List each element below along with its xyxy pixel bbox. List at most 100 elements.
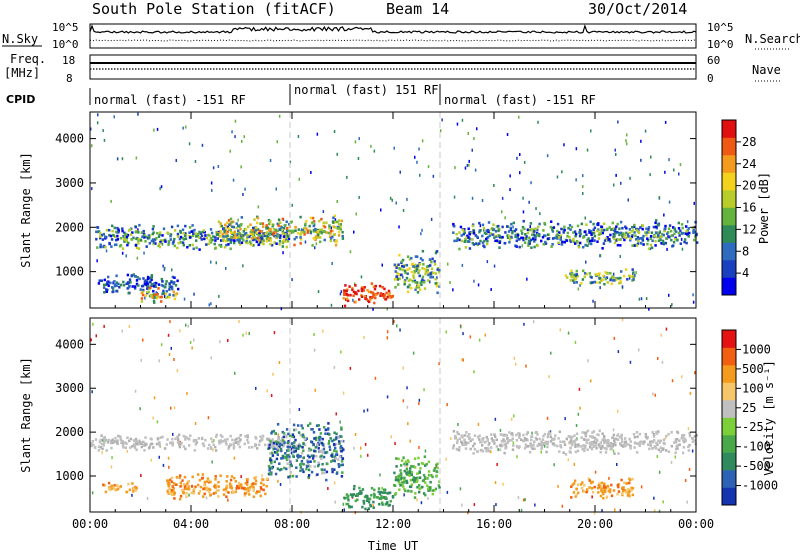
echo-cell [502,482,504,486]
echo-cell [590,487,594,490]
echo-cell [264,492,267,496]
y-tick-label: 4000 [55,132,84,146]
echo-cell [350,505,353,509]
echo-cell [251,445,254,449]
echo-cell [586,239,589,243]
echo-cell [619,255,621,258]
echo-cell [414,269,418,273]
echo-cell [389,499,392,503]
echo-cell [398,267,401,270]
echo-cell [207,479,210,482]
echo-cell [99,245,102,249]
echo-cell [211,460,213,464]
echo-cell [510,417,513,421]
echo-cell [409,278,412,281]
echo-cell [222,493,226,496]
echo-cell [507,230,511,233]
echo-cell [604,451,608,454]
echo-cell [410,470,414,474]
echo-cell [428,489,432,492]
echo-cell [229,443,232,446]
echo-cell [583,438,586,442]
echo-cell [518,436,521,439]
echo-cell [472,229,476,233]
echo-cell [247,441,250,444]
echo-cell [167,488,170,492]
echo-cell [330,460,333,463]
echo-cell [574,443,577,447]
echo-cell [223,231,226,234]
echo-cell [115,274,118,278]
echo-cell [183,234,187,238]
echo-cell [567,435,570,438]
echo-cell [467,227,470,231]
echo-cell [583,272,587,275]
echo-cell [161,280,164,283]
echo-cell [319,432,323,435]
colorbar-tick-label: 12 [742,222,756,236]
echo-cell [311,216,315,220]
echo-cell [602,492,605,496]
echo-cell [214,478,217,481]
echo-cell [505,442,508,446]
echo-cell [674,440,677,443]
echo-cell [269,457,272,460]
echo-cell [403,469,406,473]
echo-cell [346,299,350,303]
echo-cell [137,239,140,242]
y-tick-label: 4000 [55,337,84,351]
echo-cell [115,289,118,293]
echo-cell [675,230,678,233]
echo-cell [161,435,164,439]
echo-cell [237,241,241,244]
colorbar-cell [722,435,736,453]
echo-cell [453,437,457,440]
echo-cell [303,230,306,233]
echo-cell [412,351,415,355]
echo-cell [562,451,565,454]
y-tick-label: 2000 [55,220,84,234]
echo-cell [576,449,580,453]
echo-cell [266,389,268,393]
echo-cell [492,228,496,231]
echo-cell [200,234,204,238]
echo-cell [679,163,682,167]
echo-cell [628,437,631,441]
echo-cell [179,474,182,477]
echo-cell [237,486,241,490]
echo-cell [474,168,477,172]
echo-cell [245,237,249,240]
echo-cell [454,434,457,438]
echo-cell [437,484,441,487]
echo-cell [255,386,257,390]
echo-cell [104,283,108,286]
echo-cell [159,436,162,439]
echo-cell [141,235,144,239]
echo-cell [170,225,174,229]
echo-cell [674,236,677,240]
echo-cell [520,232,524,235]
echo-cell [192,491,195,495]
colorbar-cell [722,137,736,156]
echo-cell [501,225,504,229]
echo-cell [604,277,607,281]
echo-cell [288,222,291,226]
echo-cell [128,284,131,288]
echo-cell [212,492,216,495]
echo-cell [594,444,598,447]
echo-cell [530,435,533,439]
echo-cell [603,446,607,450]
echo-cell [351,288,354,292]
echo-cell [310,454,314,457]
echo-cell [245,331,247,335]
echo-cell [140,445,143,449]
echo-cell [287,475,290,479]
echo-cell [197,232,200,236]
echo-cell [650,155,652,159]
echo-cell [631,230,634,233]
echo-cell [590,440,593,444]
echo-cell [221,439,225,443]
echo-cell [150,239,153,243]
echo-cell [575,487,578,491]
